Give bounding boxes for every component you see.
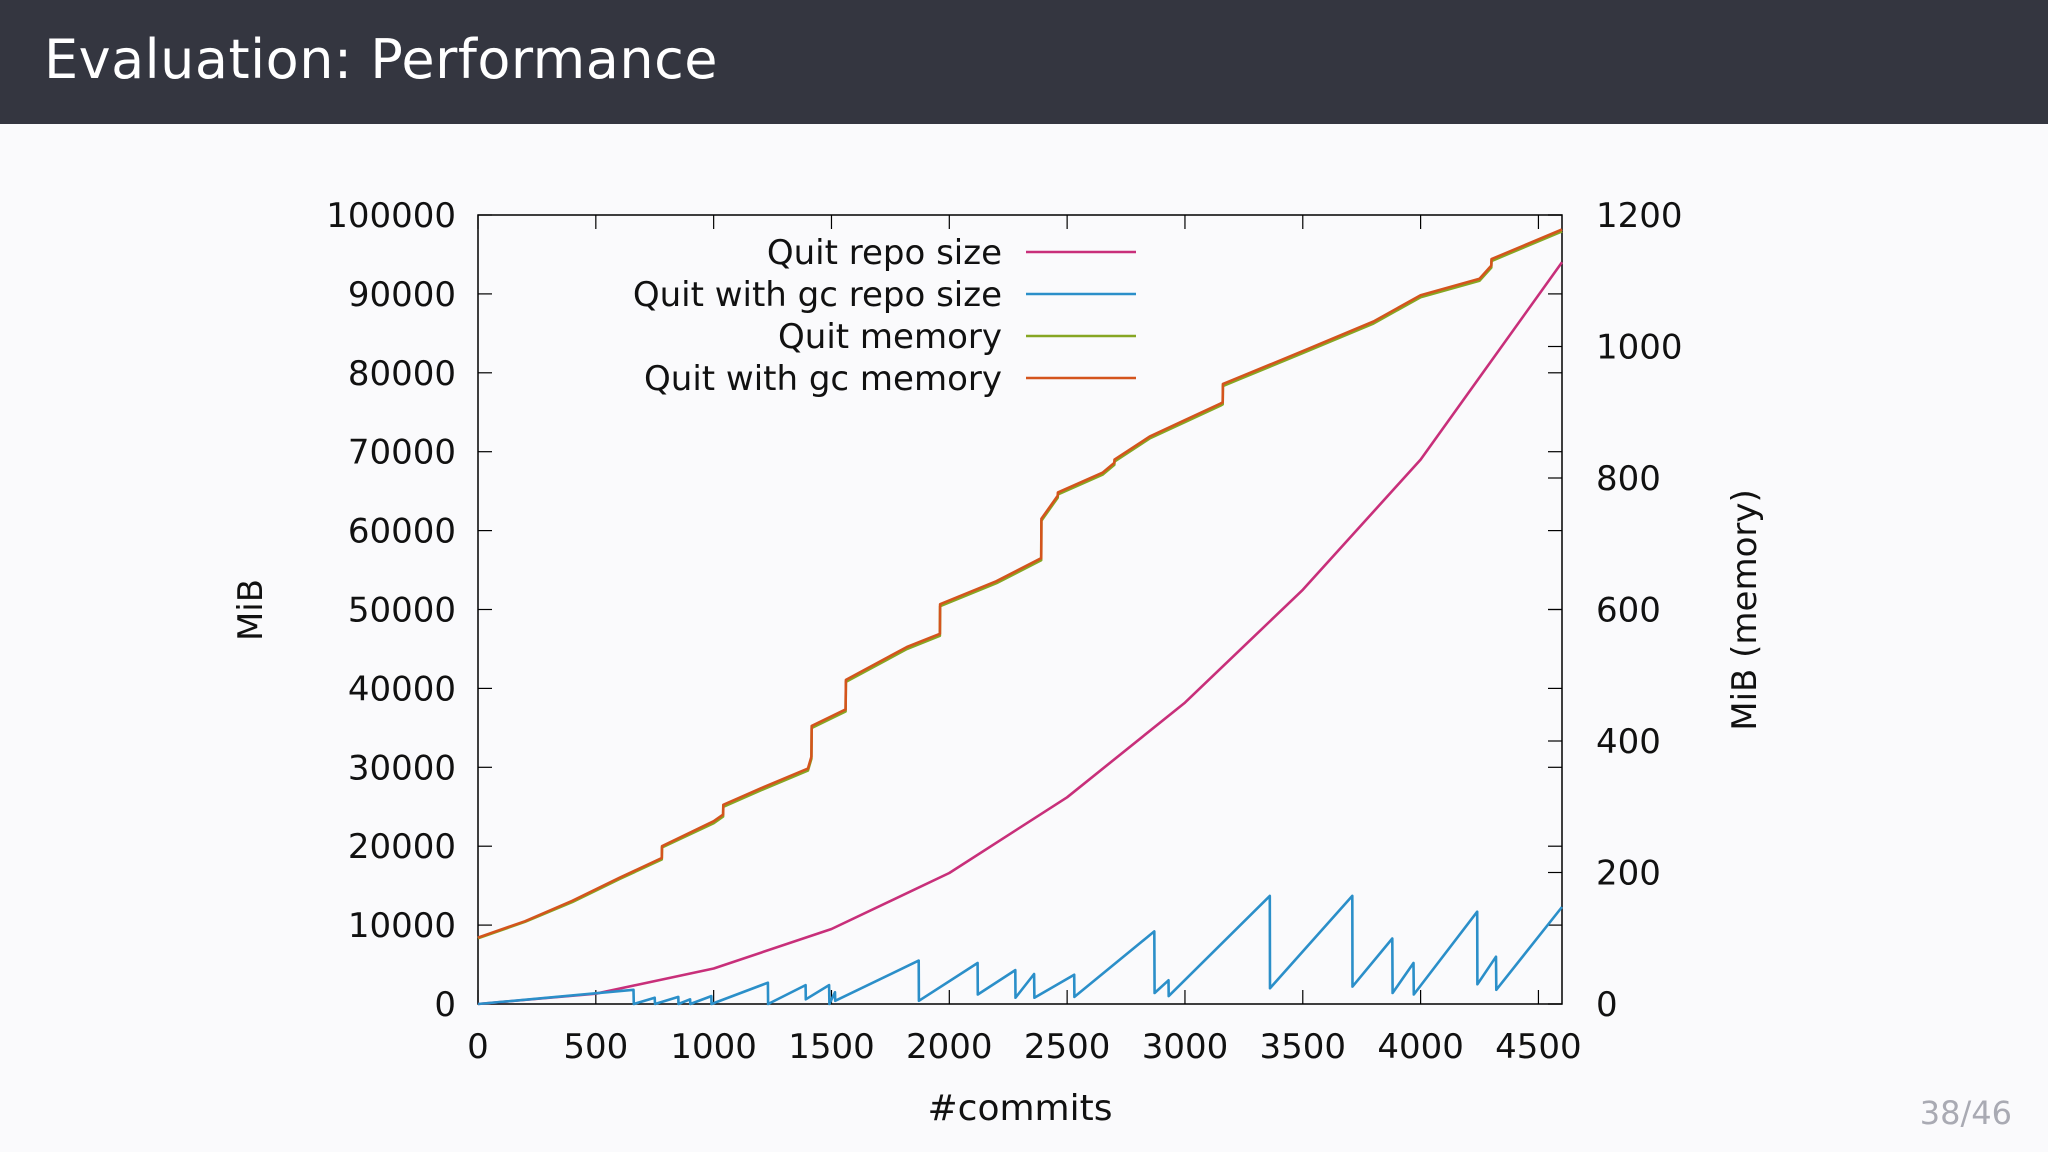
plot-frame: [477, 214, 1563, 1005]
y2-tick-label: 1200: [1596, 196, 1683, 236]
slide-title: Evaluation: Performance: [44, 28, 718, 91]
legend-label-quit-repo-size: Quit repo size: [767, 233, 1002, 273]
page-total: 46: [1971, 1094, 2012, 1132]
x-tick-label: 3000: [1142, 1027, 1229, 1067]
x-axis-label: #commits: [928, 1088, 1113, 1129]
chart-axes: 0 500 1000 1500 2000 2500 3000 3500 4000 45000100…: [326, 196, 1682, 1067]
x-tick-label: 0: [467, 1027, 489, 1067]
x-tick-label: 2000: [906, 1027, 993, 1067]
y-tick-label: 90000: [348, 275, 456, 315]
x-tick-label: 2500: [1024, 1027, 1111, 1067]
y2-tick-label: 800: [1596, 459, 1661, 499]
y-tick-label: 70000: [348, 433, 456, 473]
y2-tick-label: 600: [1596, 591, 1661, 631]
slide-header: Evaluation: Performance: [0, 0, 2048, 124]
y-tick-label: 10000: [348, 906, 456, 946]
series-line-quit-repo-size: [477, 261, 1564, 1006]
x-tick-label: 3500: [1260, 1027, 1347, 1067]
y2-tick-label: 200: [1596, 854, 1661, 894]
x-tick-label: 4000: [1377, 1027, 1464, 1067]
y-tick-label: 80000: [348, 354, 456, 394]
x-tick-label: 1000: [670, 1027, 757, 1067]
legend-label-quit-with-gc-repo-size: Quit with gc repo size: [633, 275, 1002, 315]
legend-label-quit-with-gc-memory: Quit with gc memory: [644, 359, 1002, 399]
y2-tick-label: 400: [1596, 722, 1661, 762]
y2-axis-label: MiB (memory): [1725, 489, 1765, 731]
y2-tick-label: 0: [1596, 985, 1618, 1025]
y-tick-label: 60000: [348, 512, 456, 552]
y-axis-label: MiB: [231, 579, 271, 641]
legend-label-quit-memory: Quit memory: [778, 317, 1002, 357]
series-line-quit-memory: [477, 230, 1563, 940]
x-tick-label: 500: [563, 1027, 628, 1067]
page-number: 38/46: [1920, 1094, 2012, 1132]
y-tick-label: 40000: [348, 669, 456, 709]
chart-series: [477, 228, 1564, 1006]
page-current: 38: [1919, 1094, 1961, 1132]
x-tick-label: 4500: [1495, 1027, 1582, 1067]
series-line-quit-with-gc-repo-size: [477, 894, 1564, 1006]
y-tick-label: 50000: [348, 591, 456, 631]
y-tick-label: 30000: [348, 748, 456, 788]
series-line-quit-with-gc-memory: [477, 228, 1563, 939]
y-tick-label: 100000: [326, 196, 456, 236]
x-tick-label: 1500: [788, 1027, 875, 1067]
y-tick-label: 0: [434, 985, 456, 1025]
y2-tick-label: 1000: [1596, 328, 1683, 368]
y-tick-label: 20000: [348, 827, 456, 867]
page-separator: /: [1960, 1094, 1972, 1132]
